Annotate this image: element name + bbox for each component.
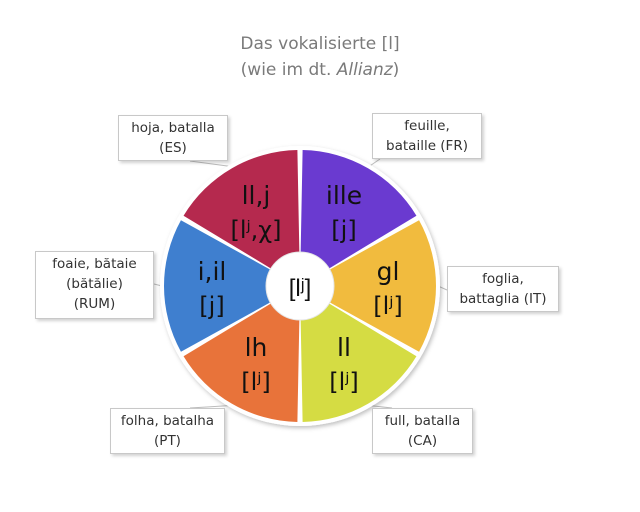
connector-line-fr <box>368 158 381 167</box>
segment-ipa-ca: [lʲ] <box>329 368 359 396</box>
diagram-title: Das vokalisierte [l] <box>240 34 400 54</box>
callout-es: hoja, batalla (ES) <box>118 115 228 161</box>
segment-ipa-rum: [j] <box>199 292 224 320</box>
segment-grapheme-it: gl <box>377 257 400 286</box>
segment-ipa-es: [lʲ,χ] <box>230 216 281 244</box>
segment-grapheme-es: ll,j <box>242 181 271 210</box>
connector-line-ca <box>368 405 393 409</box>
segment-ipa-fr: [j] <box>331 216 356 244</box>
segment-ca <box>300 303 417 422</box>
segment-grapheme-fr: ille <box>326 181 362 210</box>
connector-line-pt <box>189 405 232 409</box>
callout-pt: folha, batalha (PT) <box>110 408 225 454</box>
segment-pt <box>183 303 300 422</box>
segment-grapheme-pt: lh <box>245 333 268 362</box>
segment-grapheme-ca: ll <box>337 333 351 362</box>
center-hub <box>265 251 335 321</box>
callout-it: foglia, battaglia (IT) <box>447 266 559 312</box>
segment-rum <box>163 220 271 352</box>
callout-ca: full, batalla (CA) <box>372 408 473 454</box>
segment-ipa-it: [lʲ] <box>373 292 403 320</box>
callout-fr: feuille, bataille (FR) <box>372 113 482 159</box>
segment-it <box>329 220 436 352</box>
center-label: [lʲ] <box>289 275 312 302</box>
segment-grapheme-rum: i,il <box>198 257 227 286</box>
connector-line-es <box>189 160 232 167</box>
segment-es <box>183 150 300 269</box>
diagram-subtitle: (wie im dt. Allianz) <box>240 60 400 80</box>
segment-ipa-pt: [lʲ] <box>241 368 271 396</box>
segment-fr <box>300 150 417 269</box>
callout-rum: foaie, bătaie (bătălie) (RUM) <box>35 251 154 319</box>
